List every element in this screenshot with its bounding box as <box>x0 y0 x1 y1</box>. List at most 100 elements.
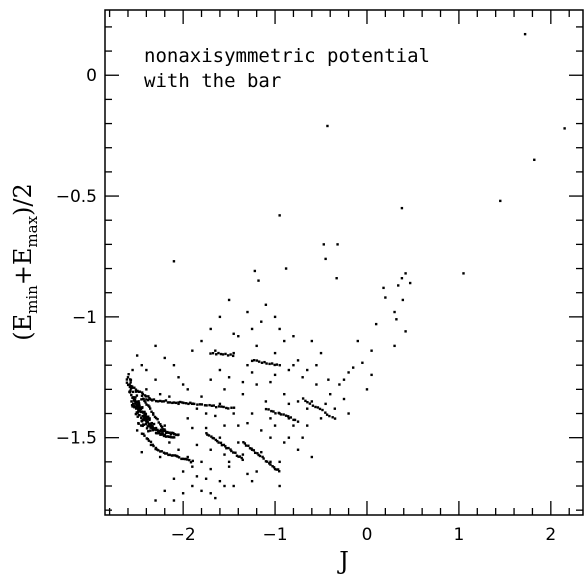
data-point <box>273 351 277 355</box>
data-point <box>135 403 138 407</box>
data-point <box>224 445 227 448</box>
y-tick-label: 0 <box>86 66 97 86</box>
data-point <box>152 398 156 401</box>
data-point <box>200 489 203 493</box>
data-point <box>242 441 245 444</box>
data-point <box>315 383 318 386</box>
data-point <box>283 339 286 343</box>
data-point <box>134 388 138 391</box>
data-point <box>264 400 268 403</box>
x-tick-label: −2 <box>171 525 196 545</box>
data-point <box>219 352 223 356</box>
data-point <box>179 400 182 404</box>
data-point <box>296 448 300 451</box>
data-point <box>351 366 355 369</box>
data-point <box>186 388 189 391</box>
data-point <box>261 455 264 459</box>
data-point <box>304 399 307 403</box>
data-point <box>191 459 194 463</box>
data-point <box>142 423 145 426</box>
data-point <box>301 436 304 439</box>
data-point <box>247 444 250 447</box>
data-point <box>160 425 164 429</box>
data-point <box>129 378 133 382</box>
data-point <box>169 432 173 436</box>
data-point <box>191 349 194 352</box>
data-point <box>287 417 291 420</box>
data-point <box>250 479 254 483</box>
data-point <box>292 335 295 338</box>
data-point <box>154 426 158 430</box>
data-point <box>152 427 156 430</box>
data-point <box>225 406 228 410</box>
data-point <box>200 395 203 398</box>
data-point <box>154 499 157 502</box>
data-point <box>282 413 285 416</box>
data-point <box>148 407 152 410</box>
data-point <box>147 430 150 433</box>
data-point <box>287 368 291 372</box>
data-point <box>329 392 332 396</box>
data-point <box>370 373 373 377</box>
data-point <box>222 443 226 447</box>
data-point <box>278 327 281 331</box>
data-point <box>149 443 153 447</box>
data-point <box>314 405 317 409</box>
data-point <box>252 449 256 452</box>
annotation-line-2: with the bar <box>144 70 281 92</box>
data-point <box>144 412 147 415</box>
data-point <box>287 402 291 406</box>
data-point <box>237 455 240 458</box>
data-point <box>177 448 180 451</box>
data-point <box>253 451 257 455</box>
x-tick-label: 2 <box>545 525 556 545</box>
data-point <box>160 450 163 453</box>
data-point <box>289 416 293 419</box>
data-point <box>148 418 151 422</box>
data-point <box>138 390 142 393</box>
data-point <box>315 363 318 367</box>
data-point <box>173 433 177 436</box>
data-point <box>272 466 276 469</box>
data-point <box>156 417 159 421</box>
data-point <box>237 424 240 427</box>
data-point <box>533 158 536 162</box>
data-point <box>195 443 199 447</box>
data-point <box>143 434 146 437</box>
data-point <box>172 363 176 367</box>
data-point <box>212 404 215 407</box>
data-point <box>250 371 254 374</box>
data-point <box>163 429 167 433</box>
data-point <box>284 267 288 270</box>
data-point <box>144 401 147 404</box>
data-point <box>177 456 181 459</box>
data-point <box>191 426 194 430</box>
data-point <box>365 388 369 391</box>
data-point <box>306 407 309 410</box>
data-point <box>400 277 404 280</box>
data-point <box>152 444 155 448</box>
data-point <box>244 444 248 447</box>
data-point <box>224 352 227 356</box>
data-point <box>204 477 208 480</box>
data-point <box>210 404 214 407</box>
data-point <box>138 413 141 417</box>
data-point <box>140 416 143 420</box>
y-axis-title-close: )/2 <box>9 183 37 216</box>
x-axis-title: J <box>336 547 349 574</box>
x-tick-label: −1 <box>263 525 288 545</box>
data-point <box>177 401 180 404</box>
data-point <box>181 383 185 386</box>
data-point <box>273 373 277 377</box>
data-point <box>205 432 208 435</box>
data-point <box>162 451 166 454</box>
data-point <box>250 327 254 331</box>
data-point <box>149 440 153 444</box>
data-point <box>188 458 191 462</box>
data-point <box>135 354 139 357</box>
data-point <box>170 436 173 439</box>
data-point <box>275 468 278 471</box>
data-point <box>139 424 143 427</box>
data-point <box>292 418 295 422</box>
